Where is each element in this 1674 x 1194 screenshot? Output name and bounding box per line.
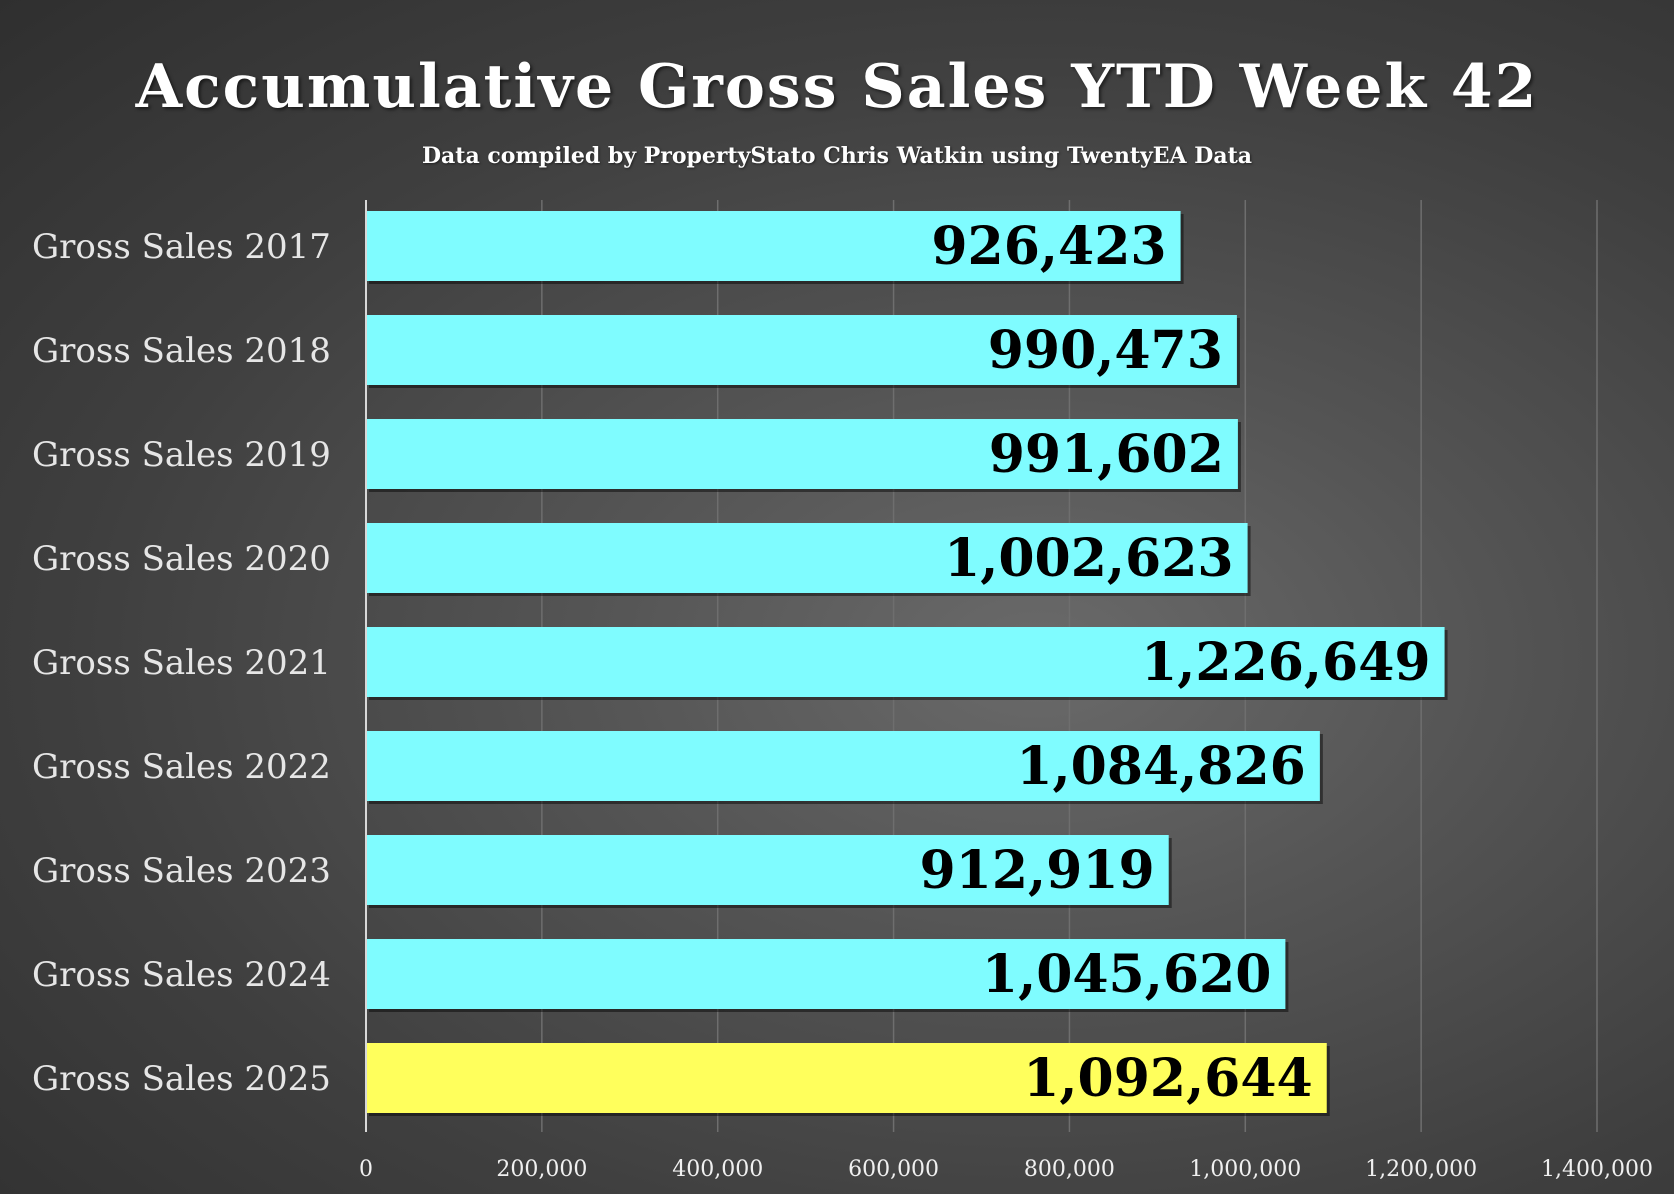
category-label: Gross Sales 2018 <box>32 331 331 371</box>
bar <box>366 731 1320 801</box>
bar-value-label: 990,473 <box>988 320 1223 381</box>
bar-value-label: 991,602 <box>989 424 1224 485</box>
category-label: Gross Sales 2024 <box>32 955 331 995</box>
category-label: Gross Sales 2025 <box>32 1059 331 1099</box>
chart-subtitle: Data compiled by PropertyStato Chris Wat… <box>421 143 1253 169</box>
bar <box>366 419 1238 489</box>
bar <box>366 939 1286 1009</box>
bar <box>366 627 1445 697</box>
bars <box>366 211 1448 1116</box>
bar <box>366 315 1237 385</box>
bar-value-label: 1,045,620 <box>982 944 1271 1005</box>
x-tick-label: 600,000 <box>848 1157 939 1182</box>
category-label: Gross Sales 2019 <box>32 435 331 475</box>
bar-value-label: 912,919 <box>920 840 1155 901</box>
x-tick-label: 1,400,000 <box>1541 1157 1653 1182</box>
labels: 926,423 Gross Sales 2017 990,473 Gross Sale… <box>32 216 1431 1109</box>
x-tick-label: 1,000,000 <box>1189 1157 1301 1182</box>
x-tick-label: 0 <box>359 1157 373 1182</box>
x-tick-label: 800,000 <box>1024 1157 1115 1182</box>
bar <box>366 523 1248 593</box>
x-tick-label: 200,000 <box>496 1157 587 1182</box>
x-tick-label: 400,000 <box>672 1157 763 1182</box>
category-label: Gross Sales 2023 <box>32 851 331 891</box>
bar <box>366 835 1169 905</box>
category-label: Gross Sales 2020 <box>32 539 331 579</box>
bar-value-label: 1,002,623 <box>944 528 1233 589</box>
category-label: Gross Sales 2022 <box>32 747 331 787</box>
chart-title: Accumulative Gross Sales YTD Week 42 <box>135 52 1539 122</box>
bar <box>366 1043 1327 1113</box>
category-label: Gross Sales 2017 <box>32 227 331 267</box>
bar <box>366 211 1181 281</box>
x-tick-label: 1,200,000 <box>1365 1157 1477 1182</box>
bar-value-label: 1,084,826 <box>1016 736 1305 797</box>
bar-value-label: 1,226,649 <box>1141 632 1430 693</box>
bar-value-label: 926,423 <box>931 216 1166 277</box>
bar-value-label: 1,092,644 <box>1023 1048 1312 1109</box>
axes: 0 200,000 400,000 600,000 800,000 1,000,000 1,… <box>359 200 1653 1182</box>
category-label: Gross Sales 2021 <box>32 643 331 683</box>
